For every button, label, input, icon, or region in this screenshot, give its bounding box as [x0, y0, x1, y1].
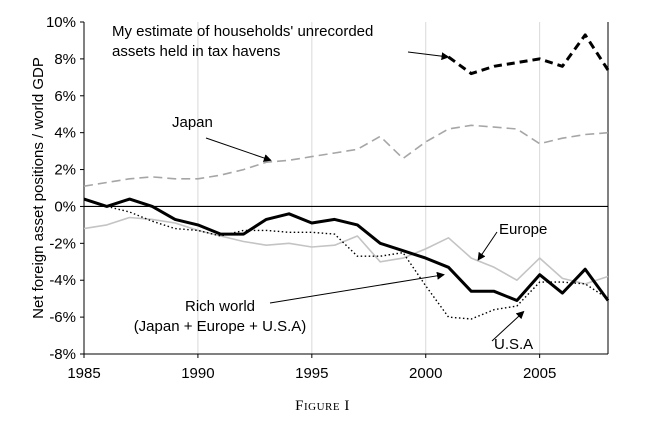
annotation-arrow — [205, 137, 272, 162]
annotation-arrow — [491, 310, 525, 342]
annotation-label: My estimate of households' unrecorded ass… — [112, 23, 373, 60]
y-tick-label: 4% — [54, 125, 76, 142]
x-tick-label: 1995 — [295, 365, 328, 382]
y-tick-label: -8% — [49, 346, 76, 363]
gridlines — [197, 22, 541, 354]
y-tick-label: 10% — [46, 14, 76, 31]
annotation-line: Rich world — [185, 298, 255, 315]
y-tick-label: 6% — [54, 88, 76, 105]
y-tick-label: 8% — [54, 51, 76, 68]
annotation-arrow — [269, 271, 445, 304]
x-tick-label: 2000 — [409, 365, 442, 382]
series-line-u-s-a — [83, 198, 609, 320]
annotations: My estimate of households' unrecorded ass… — [112, 23, 547, 353]
chart: -8% -6% -4% -2% 0% 2% 4% 6% 8% 10% 1985 1990 1995 200… — [30, 14, 610, 382]
x-tick-label: 1985 — [67, 365, 100, 382]
annotation-arrow — [407, 51, 450, 61]
series-line-japan — [83, 124, 609, 187]
axes: -8% -6% -4% -2% 0% 2% 4% 6% 8% 10% 1985 1990 1995 200… — [46, 14, 609, 382]
annotation-label: U.S.A — [494, 336, 533, 353]
y-tick-label: -6% — [49, 309, 76, 326]
annotation-line: My estimate of households' unrecorded — [112, 23, 373, 40]
annotation-line: U.S.A — [494, 336, 533, 353]
annotation-label: Rich world (Japan + Europe + U.S.A) — [134, 298, 307, 335]
series-line-rich-world-japan-europe- — [83, 197, 610, 302]
annotation-line: Japan — [172, 114, 213, 131]
figure-caption: Figure I — [295, 398, 350, 414]
x-tick-label: 2005 — [523, 365, 556, 382]
annotation-arrow — [477, 231, 498, 261]
series-group — [83, 33, 610, 320]
x-tick-label: 1990 — [181, 365, 214, 382]
annotation-line: (Japan + Europe + U.S.A) — [134, 318, 307, 335]
y-tick-label: -2% — [49, 235, 76, 252]
annotation-label: Europe — [499, 221, 547, 238]
y-tick-label: 2% — [54, 162, 76, 179]
y-axis-label: Net foreign asset positions / world GDP — [30, 57, 47, 319]
annotation-line: Europe — [499, 221, 547, 238]
y-tick-label: 0% — [54, 198, 76, 215]
annotation-label: Japan — [172, 114, 213, 131]
annotation-line: assets held in tax havens — [112, 43, 280, 60]
y-tick-label: -4% — [49, 272, 76, 289]
series-line-europe — [83, 216, 609, 285]
series-line-my-estimate-of-household — [447, 33, 610, 76]
